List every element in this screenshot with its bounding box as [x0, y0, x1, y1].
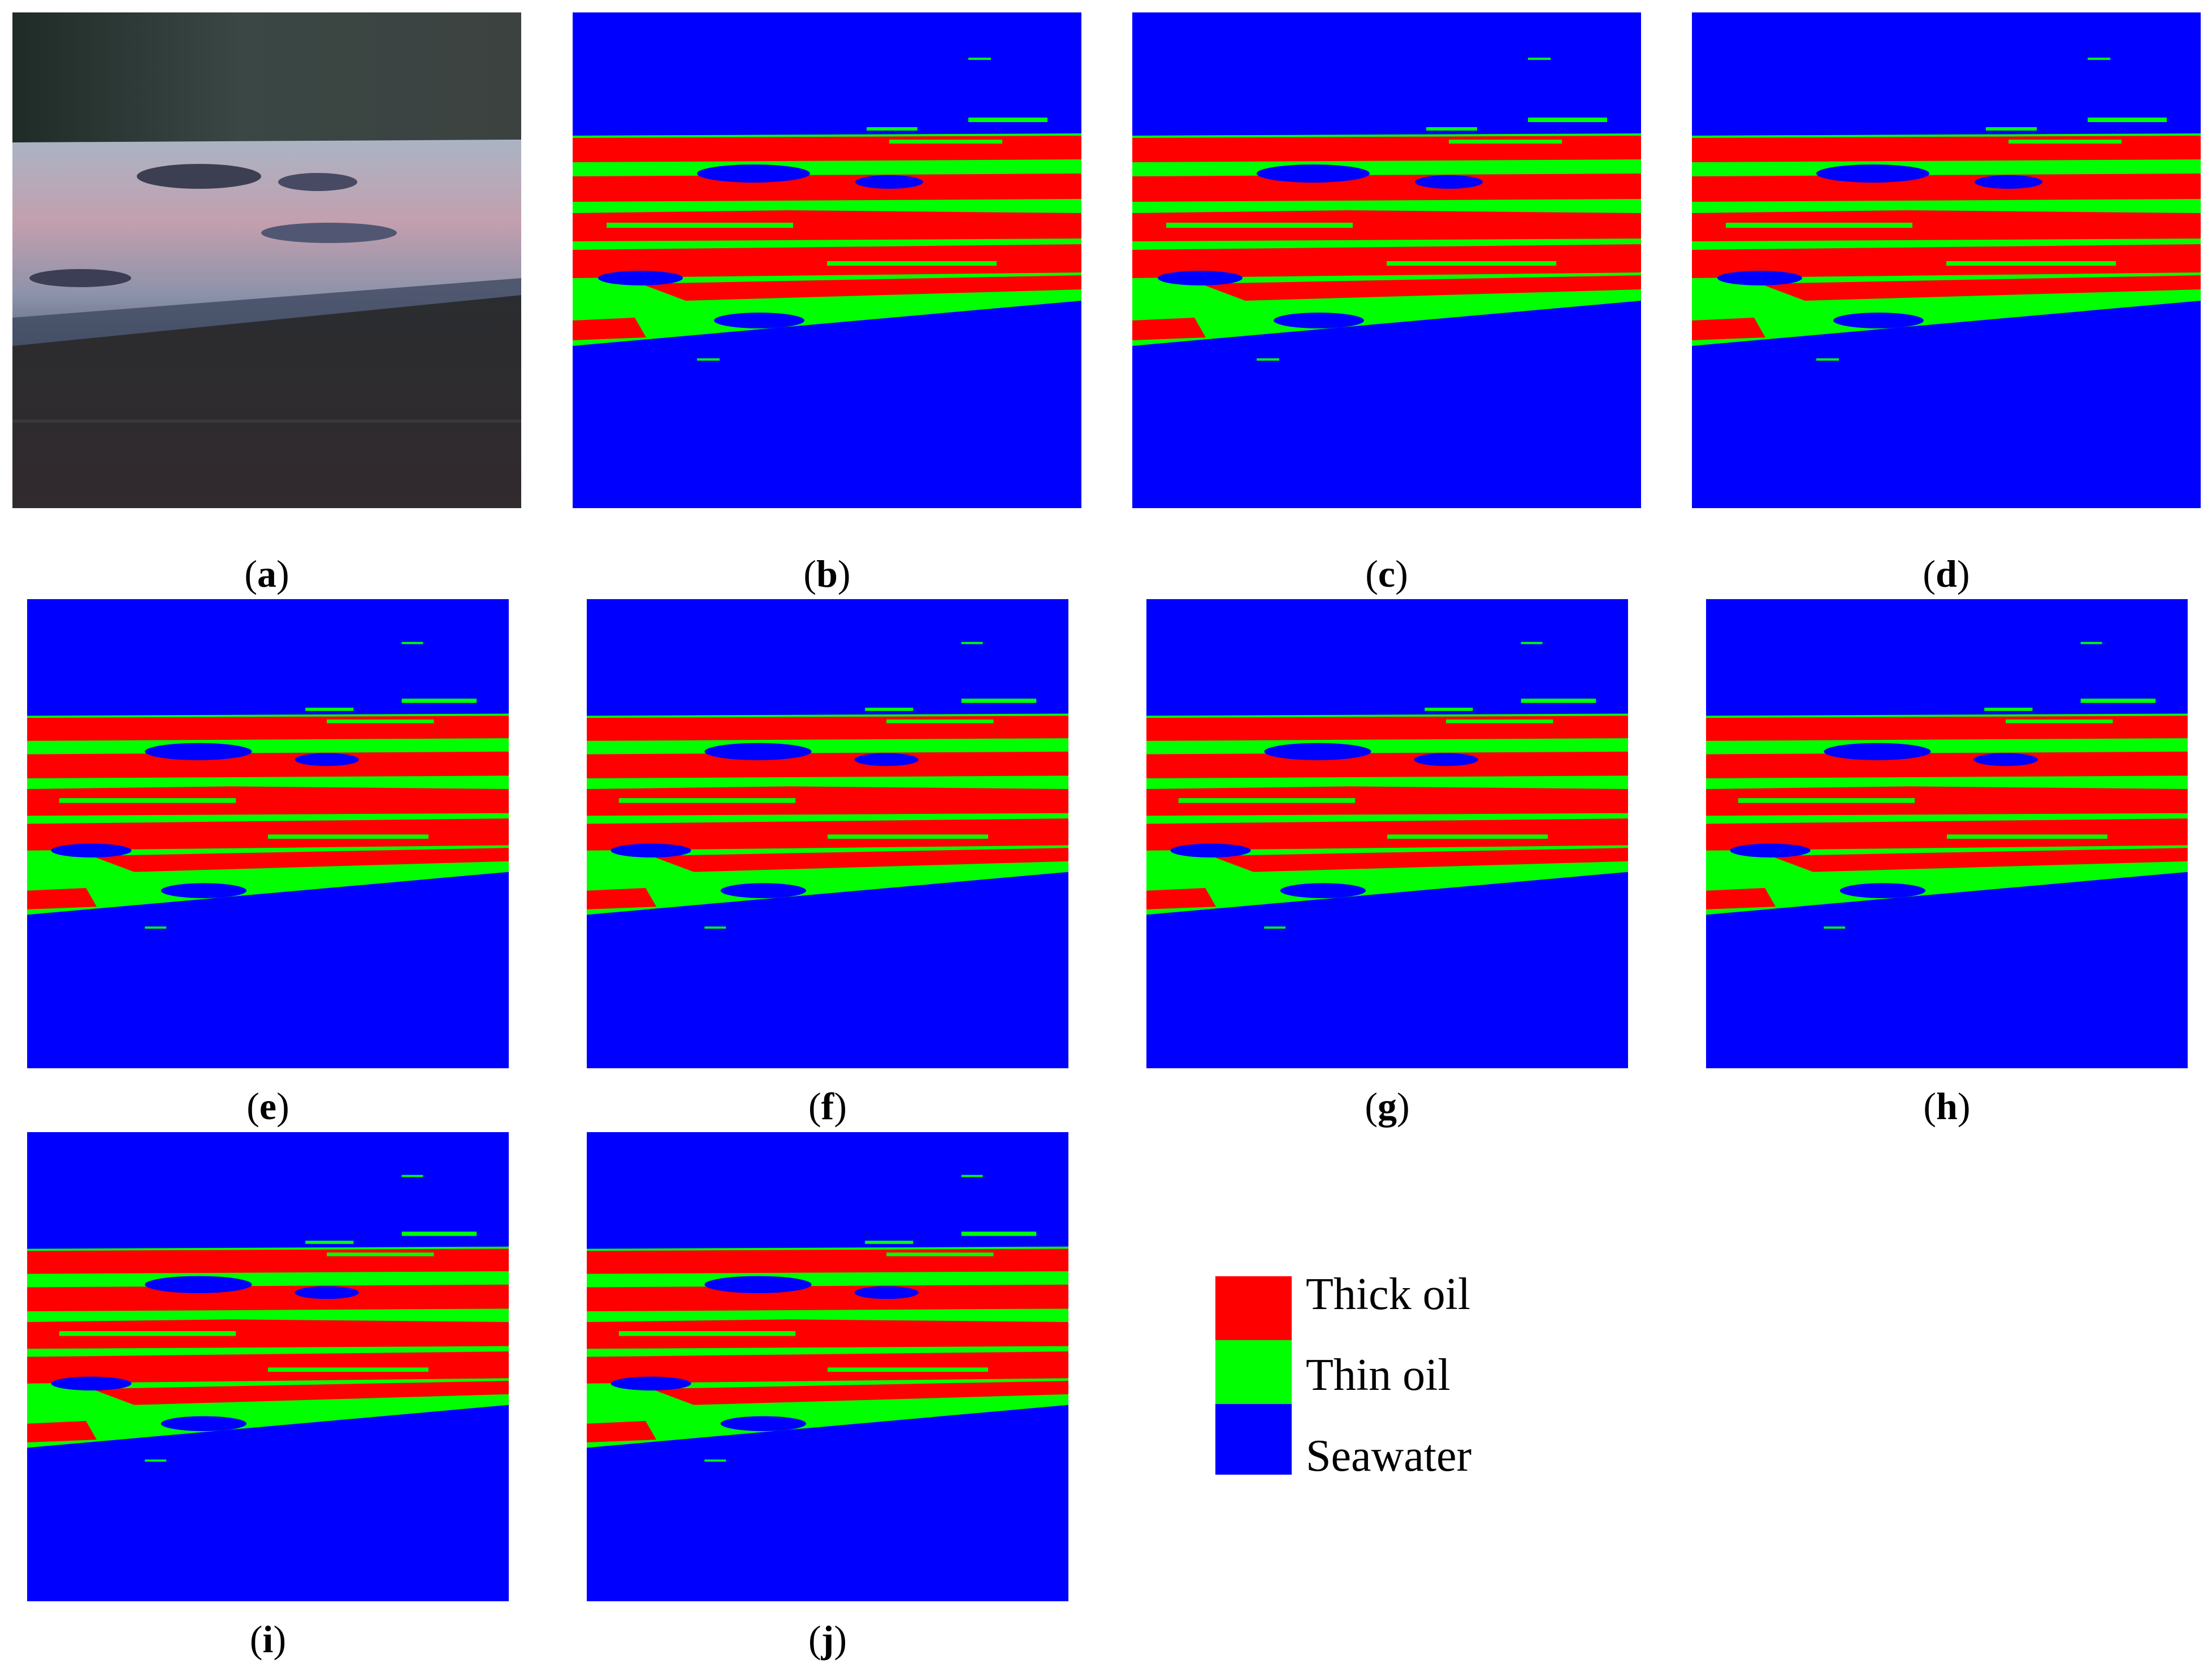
panel-a-photo — [12, 12, 521, 508]
legend-swatch-thick-oil — [1215, 1276, 1292, 1340]
caption-h: (h) — [1923, 1085, 1971, 1128]
caption-g: (g) — [1365, 1085, 1410, 1128]
caption-i: (i) — [249, 1618, 287, 1661]
panel-e-map — [27, 599, 509, 1068]
panel-c-map — [1132, 12, 1641, 508]
panel-j-map — [587, 1132, 1068, 1601]
legend-swatch-thin-oil — [1215, 1340, 1292, 1404]
legend-label-thick-oil: Thick oil — [1306, 1269, 1471, 1319]
panel-d-map — [1692, 12, 2201, 508]
caption-j: (j) — [808, 1618, 847, 1661]
legend-label-seawater: Seawater — [1306, 1431, 1472, 1481]
caption-d: (d) — [1923, 552, 1970, 595]
legend-swatch-seawater — [1215, 1404, 1292, 1475]
caption-b: (b) — [803, 552, 851, 595]
legend-label-thin-oil: Thin oil — [1306, 1350, 1451, 1400]
panel-g-map — [1146, 599, 1628, 1068]
caption-e: (e) — [246, 1085, 289, 1128]
caption-c: (c) — [1365, 552, 1408, 595]
panel-i-map — [27, 1132, 509, 1601]
caption-a: (a) — [244, 552, 289, 595]
panel-b-map — [573, 12, 1081, 508]
panel-h-map — [1706, 599, 2188, 1068]
caption-f: (f) — [808, 1085, 847, 1128]
panel-f-map — [587, 599, 1068, 1068]
